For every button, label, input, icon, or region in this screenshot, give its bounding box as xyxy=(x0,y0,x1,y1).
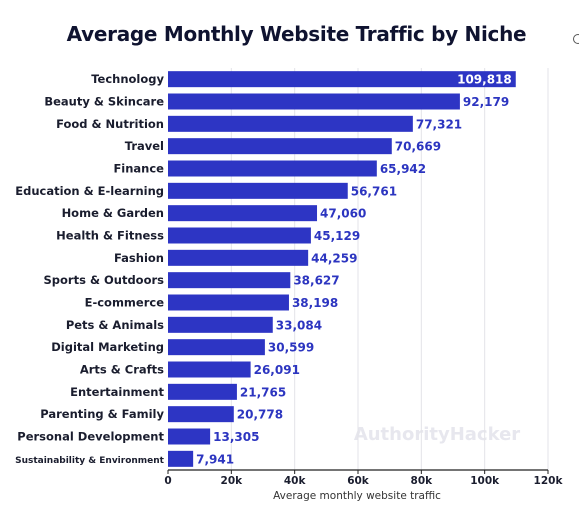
category-label: Food & Nutrition xyxy=(56,117,164,131)
x-axis-label: Average monthly website traffic xyxy=(273,490,441,502)
x-tick-label: 40k xyxy=(284,475,307,487)
x-tick-labels: 0 20k 40k 60k 80k 100k 120k xyxy=(164,470,563,487)
chart-title: Average Monthly Website Traffic by Niche xyxy=(66,22,527,46)
data-label: 77,321 xyxy=(416,117,462,131)
x-tick-label: 20k xyxy=(221,475,244,487)
category-label: Entertainment xyxy=(70,385,164,399)
bar xyxy=(168,182,348,199)
category-label: Fashion xyxy=(114,251,164,265)
x-tick-label: 80k xyxy=(411,475,434,487)
category-labels: Technology Beauty & Skincare Food & Nutrit… xyxy=(15,72,165,466)
data-label: 20,778 xyxy=(237,408,283,422)
bar xyxy=(168,406,234,423)
category-label: Parenting & Family xyxy=(40,407,164,421)
data-label: 13,305 xyxy=(213,430,259,444)
x-tick-label: 60k xyxy=(347,475,370,487)
x-tick-label: 120k xyxy=(534,475,564,487)
category-label: Sustainability & Environment xyxy=(15,456,165,466)
bar xyxy=(168,71,516,88)
data-label: 47,060 xyxy=(320,207,366,221)
category-label: Digital Marketing xyxy=(51,340,164,354)
bar xyxy=(168,383,237,400)
data-label: 44,259 xyxy=(311,251,357,265)
category-label: Travel xyxy=(125,139,164,153)
category-label: Home & Garden xyxy=(62,206,164,220)
data-label: 38,627 xyxy=(293,274,339,288)
bar xyxy=(168,227,311,244)
watermark: AuthorityHacker xyxy=(354,424,520,445)
data-label: 30,599 xyxy=(268,341,314,355)
category-label: E-commerce xyxy=(85,296,165,310)
bar xyxy=(168,249,309,266)
x-tick-label: 0 xyxy=(164,475,171,487)
data-label: 33,084 xyxy=(276,318,322,332)
bar xyxy=(168,272,291,289)
partial-circle-icon xyxy=(573,34,579,44)
category-label: Education & E-learning xyxy=(15,184,164,198)
bar xyxy=(168,450,194,467)
bar xyxy=(168,115,413,132)
bar xyxy=(168,339,265,356)
data-label: 65,942 xyxy=(380,162,426,176)
category-label: Health & Fitness xyxy=(56,229,164,243)
category-label: Arts & Crafts xyxy=(80,363,164,377)
data-label: 21,765 xyxy=(240,385,286,399)
bar xyxy=(168,428,211,445)
data-label: 26,091 xyxy=(254,363,300,377)
bar xyxy=(168,361,251,378)
category-label: Finance xyxy=(113,162,164,176)
data-label: 70,669 xyxy=(395,140,441,154)
category-label: Pets & Animals xyxy=(66,318,164,332)
bar xyxy=(168,294,289,311)
bar xyxy=(168,93,460,110)
data-label: 7,941 xyxy=(196,452,234,466)
bars xyxy=(168,71,516,467)
category-label: Personal Development xyxy=(17,430,164,444)
category-label: Technology xyxy=(91,72,164,86)
data-label: 45,129 xyxy=(314,229,360,243)
gridlines xyxy=(230,68,549,470)
bar xyxy=(168,205,318,222)
bar xyxy=(168,316,273,333)
bar xyxy=(168,160,377,177)
data-label: 92,179 xyxy=(463,95,509,109)
category-label: Sports & Outdoors xyxy=(44,273,165,287)
data-label: 56,761 xyxy=(351,184,397,198)
category-label: Beauty & Skincare xyxy=(44,95,164,109)
data-label: 38,198 xyxy=(292,296,338,310)
x-tick-label: 100k xyxy=(470,475,500,487)
bar xyxy=(168,138,392,155)
data-label: 109,818 xyxy=(457,73,512,87)
